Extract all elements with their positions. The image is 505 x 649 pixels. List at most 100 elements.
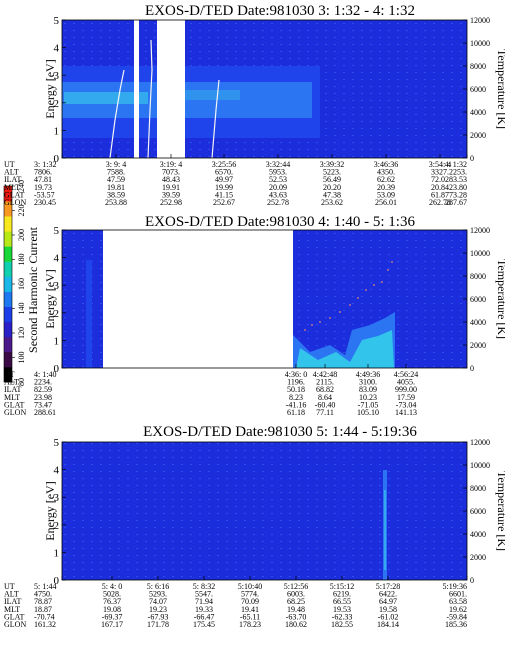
ytick-label: 1: [54, 547, 60, 559]
ytick-label: 3: [54, 492, 60, 504]
footer-row-label: GLAT: [4, 612, 25, 621]
footer-row-label: GLON: [4, 198, 26, 207]
footer-cell: 3:25:56: [212, 160, 236, 169]
footer-cell: 5:19:36: [443, 582, 467, 591]
footer-cell: 3:54: 4: [429, 160, 451, 169]
footer-cell: -59.84: [446, 612, 467, 621]
colorbar-tick-label: 160: [17, 278, 26, 290]
footer-cell: 4: 1:40: [34, 370, 56, 379]
panel-2-ion-band: [86, 260, 395, 368]
colorbar-tick-label: 180: [17, 254, 26, 266]
y2tick-label: 6000: [470, 85, 486, 94]
footer-row-label: ALT: [4, 378, 19, 387]
footer-cell: 7588.: [107, 168, 125, 177]
footer-cell: 19.41: [241, 605, 259, 614]
panel-1-ylabel: Energy [eV]: [43, 59, 57, 118]
footer-cell: 4055.: [397, 378, 415, 387]
footer-cell: 252.98: [160, 198, 182, 207]
panel-2-data-gap: [103, 230, 293, 368]
footer-cell: 175.45: [193, 620, 215, 629]
colorbar-swatch: [4, 351, 12, 368]
footer-cell: 167.17: [101, 620, 123, 629]
panel-1-title: EXOS-D/TED Date:981030 3: 1:32 - 4: 1:32: [145, 3, 415, 19]
colorbar-tick-label: 240: [17, 180, 26, 192]
ytick-label: 0: [54, 153, 60, 165]
footer-cell: 62.62: [377, 175, 395, 184]
footer-cell: 77.11: [316, 408, 334, 417]
ytick-label: 4: [54, 465, 60, 477]
footer-cell: 43.63: [269, 190, 287, 199]
footer-row-label: ALT: [4, 168, 19, 177]
footer-cell: 47.38: [323, 190, 341, 199]
y2tick-label: 6000: [470, 507, 486, 516]
footer-cell: 19.33: [195, 605, 213, 614]
footer-cell: 4:49:36: [356, 370, 380, 379]
colorbar-swatch: [4, 231, 12, 247]
footer-cell: 6570.: [215, 168, 233, 177]
colorbar-tick-label: 100: [17, 352, 26, 364]
ytick-label: 0: [54, 363, 60, 375]
footer-cell: 61.87: [431, 190, 449, 199]
footer-cell: 252.67: [213, 198, 235, 207]
footer-cell: 20.09: [269, 183, 287, 192]
panel-2-y2label: Temperature [K]: [495, 259, 505, 339]
footer-cell: 5: 1:44: [34, 582, 56, 591]
footer-cell: 999.00: [395, 385, 417, 394]
footer-row-label: GLAT: [4, 400, 25, 409]
footer-cell: 253.88: [105, 198, 127, 207]
footer-cell: -71.05: [358, 400, 379, 409]
y2tick-label: 4000: [470, 108, 486, 117]
footer-cell: 2234.: [34, 378, 52, 387]
footer-cell: 5:12:56: [284, 582, 308, 591]
footer-cell: 161.32: [34, 620, 56, 629]
footer-cell: 50.18: [287, 385, 305, 394]
footer-cell: 20.20: [323, 183, 341, 192]
footer-cell: 3: 9: 4: [106, 160, 126, 169]
ytick-label: 3: [54, 70, 60, 82]
colorbar-label: Second Harmonic Current: [26, 226, 40, 353]
y2tick-label: 4000: [470, 318, 486, 327]
footer-cell: 73.47: [34, 400, 52, 409]
footer-cell: 5:10:40: [238, 582, 262, 591]
footer-cell: 6219.: [333, 590, 351, 599]
colorbar-swatch: [4, 366, 12, 383]
footer-cell: 70.09: [241, 597, 259, 606]
footer-cell: 68.82: [316, 385, 334, 394]
y2tick-label: 8000: [470, 272, 486, 281]
colorbar-tick-label: 220: [17, 205, 26, 217]
footer-cell: 180.62: [285, 620, 307, 629]
footer-cell: 1196.: [287, 378, 305, 387]
footer-cell: 5293.: [149, 590, 167, 599]
footer-cell: -69.37: [102, 612, 123, 621]
colorbar-swatch: [4, 246, 12, 262]
colorbar: 80 100 120 140 160 180 200 220 240 Second Harmon…: [3, 180, 40, 386]
footer-row-label: MLT: [4, 393, 20, 402]
footer-row-label: UT: [4, 160, 15, 169]
footer-cell: 5:15:12: [330, 582, 354, 591]
footer-cell: 184.14: [377, 620, 399, 629]
footer-cell: -63.70: [286, 612, 307, 621]
footer-row-label: ILAT: [4, 597, 21, 606]
colorbar-tick-label: 80: [17, 378, 26, 386]
footer-cell: 252.78: [267, 198, 289, 207]
panel-2-ylabel: Energy [eV]: [43, 269, 57, 328]
footer-cell: 48.43: [162, 175, 180, 184]
footer-cell: 3:19: 4: [160, 160, 182, 169]
ytick-label: 4: [54, 253, 60, 265]
panel-3-ylabel: Energy [eV]: [43, 481, 57, 540]
footer-cell: 61.18: [287, 408, 305, 417]
panel-1: EXOS-D/TED Date:981030 3: 1:32 - 4: 1:32…: [4, 3, 505, 207]
footer-cell: -65.11: [240, 612, 260, 621]
colorbar-swatch: [4, 291, 12, 307]
footer-row-label: UT: [4, 582, 15, 591]
footer-cell: 185.36: [445, 620, 467, 629]
footer-cell: 141.13: [395, 408, 417, 417]
panel-1-y2label: Temperature [K]: [495, 49, 505, 129]
footer-cell: 287.67: [445, 198, 467, 207]
footer-cell: 19.53: [333, 605, 351, 614]
colorbar-swatch: [4, 276, 12, 292]
footer-row-label: MLT: [4, 605, 20, 614]
footer-cell: 171.78: [147, 620, 169, 629]
footer-cell: 262.78: [429, 198, 451, 207]
footer-cell: -73.04: [396, 400, 417, 409]
